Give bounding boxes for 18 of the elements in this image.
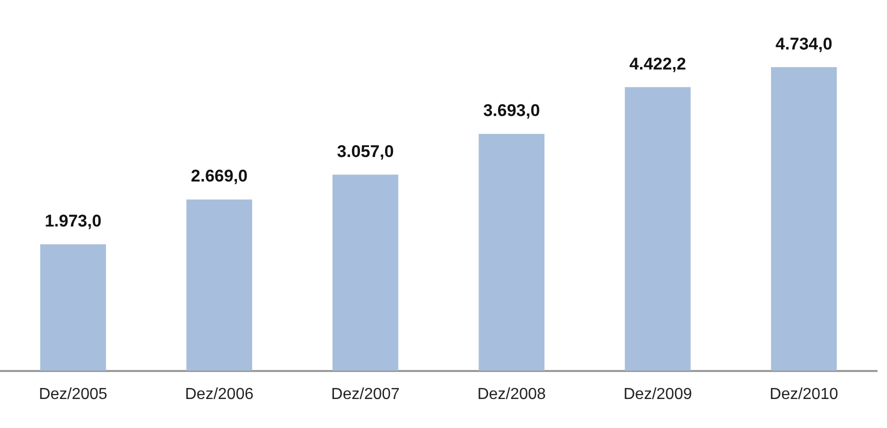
bar (771, 67, 837, 371)
data-label: 3.693,0 (483, 101, 540, 120)
bar (186, 200, 252, 371)
x-tick-label: Dez/2009 (624, 386, 692, 403)
bar (478, 134, 544, 371)
bar (332, 174, 398, 371)
bar (624, 87, 691, 371)
data-label: 3.057,0 (337, 142, 394, 161)
data-label: 1.973,0 (44, 211, 102, 230)
x-tick-label: Dez/2005 (38, 386, 108, 403)
x-tick-label: Dez/2008 (477, 386, 546, 403)
data-label: 4.422,2 (629, 54, 686, 74)
bar (40, 244, 106, 371)
x-tick-label: Dez/2006 (185, 386, 254, 403)
data-label: 2.669,0 (190, 166, 248, 186)
x-tick-label: Dez/2010 (770, 386, 838, 403)
x-tick-label: Dez/2007 (331, 386, 400, 403)
data-label: 4.734,0 (776, 34, 832, 54)
